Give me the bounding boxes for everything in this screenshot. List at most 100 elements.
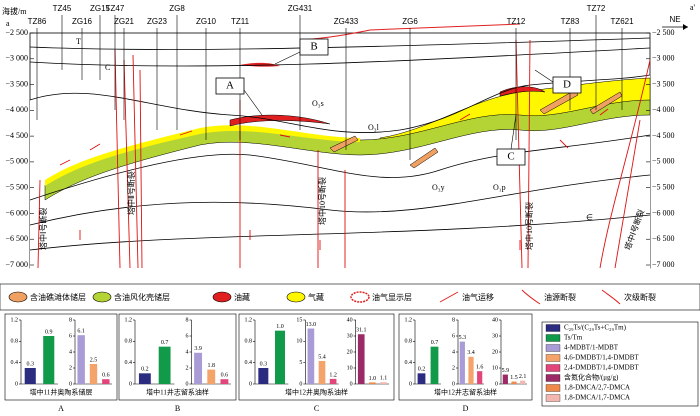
- bar: [430, 346, 439, 384]
- bar: [307, 328, 315, 384]
- well-name: ZG6: [402, 17, 418, 26]
- y-tick-label: −3 000: [5, 54, 28, 63]
- y-tick-label: 0: [129, 381, 132, 387]
- value-label: 0.2: [418, 367, 426, 373]
- y-tick-label: 8: [452, 317, 455, 323]
- bar: [369, 382, 376, 384]
- chart-title: D: [463, 404, 469, 413]
- well-name: TZ45: [53, 4, 72, 13]
- legend-label: 含氮化合物/(μg/g): [564, 373, 619, 382]
- well-name: ZG433: [334, 17, 359, 26]
- zone-label: C: [507, 151, 514, 163]
- value-label: 1.0: [369, 376, 377, 382]
- y-tick-label: −6 500: [652, 234, 675, 243]
- y-tick-label: 2: [69, 365, 72, 371]
- formation-label: O₃l: [368, 123, 380, 132]
- well-name: ZG10: [196, 17, 217, 26]
- chart-frame: [4, 313, 118, 401]
- value-label: 0.7: [161, 340, 169, 346]
- y-tick-label: 1.2: [405, 317, 413, 323]
- y-tick-label: 0.4: [245, 360, 253, 366]
- y-tick-label: 20: [347, 349, 353, 355]
- value-label: 0.2: [141, 367, 149, 373]
- y-tick-label: 6: [186, 333, 189, 339]
- y-tick-label: −3 500: [652, 79, 675, 88]
- y-tick-label: 10: [347, 365, 353, 371]
- well-name: TZ621: [610, 17, 634, 26]
- formation-label: O₁p: [493, 183, 506, 192]
- y-tick-label: 4: [186, 349, 189, 355]
- y-tick-label: 1.2: [125, 317, 133, 323]
- fault-label: 塔中Ⅰ号断裂: [38, 208, 48, 250]
- legend-label: 油藏: [234, 292, 250, 302]
- chart-title: C: [314, 404, 319, 413]
- legend-label: 气藏: [308, 292, 324, 302]
- y-tick-label: −2 500: [5, 28, 28, 37]
- y-tick-label: 5: [299, 360, 302, 366]
- legend-label: 2,4-DMDBT/1,4-DMDBT: [564, 364, 639, 372]
- direction-label: NE: [669, 15, 680, 24]
- well-name: TZ72: [587, 4, 606, 13]
- value-label: 13.0: [306, 322, 317, 328]
- legend-label: 含油风化壳储层: [114, 292, 170, 302]
- y-tick-label: −4 500: [5, 131, 28, 140]
- value-label: 1.6: [476, 365, 484, 371]
- value-label: 0.7: [431, 340, 439, 346]
- y-tick-label: 0.4: [11, 360, 19, 366]
- legend-label: 4,6-DMDBT/1,4-DMDBT: [564, 354, 639, 362]
- y-tick-label: 0: [249, 381, 252, 387]
- y-tick-label: −6 000: [5, 208, 28, 217]
- legend-swatch: [545, 364, 561, 372]
- y-tick-label: 20: [492, 349, 498, 355]
- bar: [258, 368, 269, 384]
- value-label: 1.8: [208, 363, 216, 369]
- y-tick-label: −7 000: [5, 260, 28, 269]
- well-name: ZG431: [288, 4, 313, 13]
- y-tick-label: 0: [186, 381, 189, 387]
- bar: [468, 356, 474, 384]
- formation-label: C: [105, 63, 110, 72]
- legend-swatch: [545, 374, 561, 382]
- chart-title: B: [175, 404, 180, 413]
- y-tick-label: 8: [69, 317, 72, 323]
- y-tick-label: 0.4: [125, 360, 133, 366]
- bar: [380, 382, 387, 384]
- bar: [89, 364, 98, 384]
- legend-label: 1,8-DMCA/1,7-DMCA: [564, 394, 630, 402]
- bar: [329, 378, 337, 384]
- value-label: 0.3: [260, 361, 268, 367]
- value-label: 2.5: [90, 357, 98, 363]
- y-tick-label: 40: [492, 317, 498, 323]
- value-label: 1.0: [276, 324, 284, 330]
- formation-label: O₃y: [432, 183, 445, 192]
- legend-label: Ts/Tm: [564, 334, 583, 342]
- y-tick-label: −3 000: [652, 54, 675, 63]
- zone-label: B: [310, 41, 317, 53]
- y-tick-label: 0.8: [245, 339, 253, 345]
- y-tick-label: 1.2: [11, 317, 19, 323]
- y-tick-label: 8: [186, 317, 189, 323]
- value-label: 3.9: [194, 346, 202, 352]
- value-label: 1.5: [510, 375, 518, 381]
- formation-label: ∈: [586, 213, 593, 222]
- y-tick-label: 0.8: [405, 339, 413, 345]
- well-name: ZG8: [169, 4, 185, 13]
- y-tick-label: 0: [409, 381, 412, 387]
- bar: [275, 330, 285, 384]
- legend-swatch: [545, 354, 561, 362]
- y-tick-label: 4: [69, 349, 72, 355]
- fault-label: 塔中10号断裂: [317, 177, 327, 225]
- well-name: ZG23: [147, 17, 168, 26]
- y-tick-label: 30: [347, 333, 353, 339]
- horizon: [29, 47, 651, 67]
- legend-swatch: [545, 344, 561, 352]
- end-label: a: [6, 19, 10, 28]
- bar-legend-frame: [541, 321, 699, 407]
- y-tick-label: −5 500: [5, 182, 28, 191]
- well-name: ZG15: [90, 4, 111, 13]
- y-tick-label: 1.2: [245, 317, 253, 323]
- bar: [502, 374, 508, 384]
- legend-swatch: [545, 324, 561, 332]
- y-tick-label: 30: [492, 333, 498, 339]
- value-label: 0.6: [102, 373, 110, 379]
